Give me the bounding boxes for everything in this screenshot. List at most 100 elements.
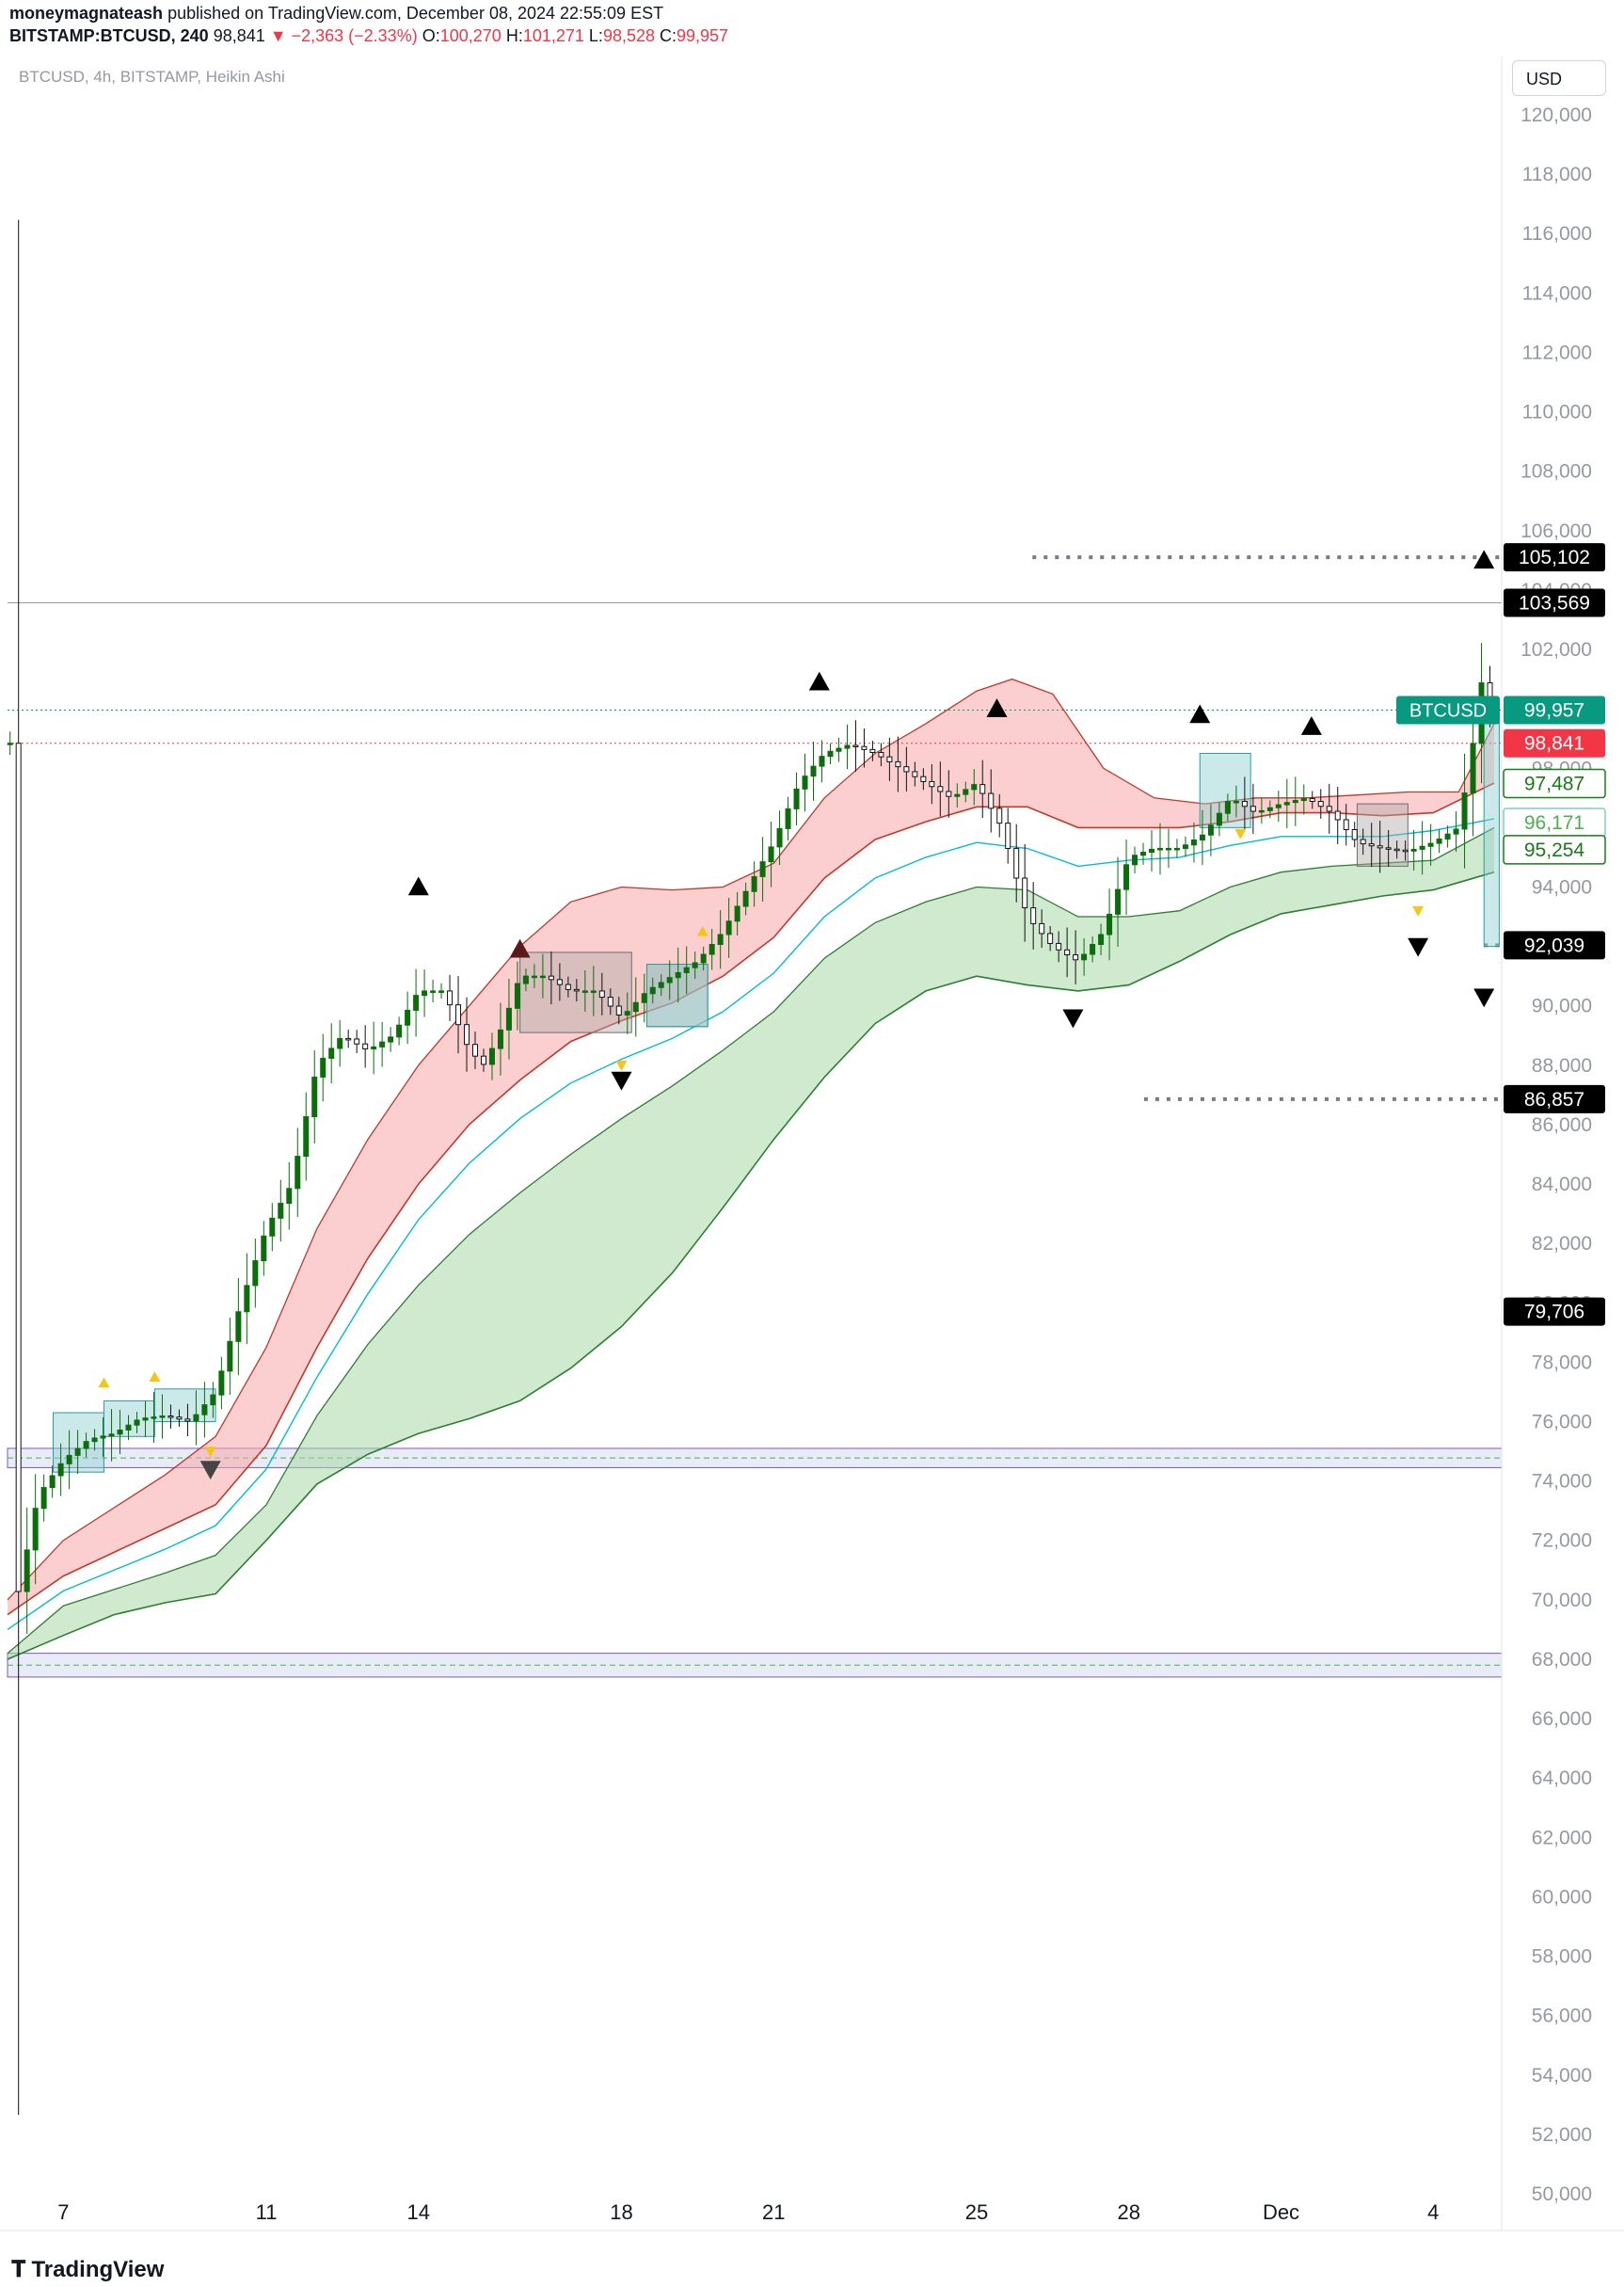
price-tick-label: 58,000: [1532, 1946, 1592, 1968]
price-label-text: 98,841: [1524, 733, 1584, 755]
candle-body: [15, 743, 22, 1592]
signal-down-triangle: [1062, 1009, 1084, 1029]
candle-body: [1427, 842, 1434, 847]
price-tick-label: 94,000: [1532, 876, 1592, 898]
candle-body: [946, 791, 952, 797]
symbol-label: BITSTAMP:BTCUSD, 240: [9, 26, 209, 45]
candle-body: [692, 962, 698, 968]
candle-body: [311, 1076, 318, 1118]
candle-body: [1005, 823, 1011, 849]
candle-body: [717, 934, 724, 945]
tradingview-logo[interactable]: 𝐓 TradingView: [11, 2257, 164, 2283]
candle-body: [996, 808, 1003, 824]
tradingview-logo-icon: 𝐓: [11, 2257, 26, 2282]
candle-body: [83, 1441, 89, 1449]
candle-body: [963, 789, 969, 795]
minor-down-triangle: [1234, 828, 1247, 840]
candle-body: [455, 1004, 462, 1026]
time-tick-label: 4: [1427, 2200, 1439, 2224]
candle-body: [1368, 843, 1375, 847]
price-tick-label: 82,000: [1532, 1233, 1592, 1255]
price-tick-label: 102,000: [1521, 639, 1592, 661]
candle-body: [1377, 845, 1383, 849]
publisher-line: moneymagnateash published on TradingView…: [9, 4, 663, 24]
time-tick-label: 21: [762, 2200, 785, 2224]
open-label: O:: [422, 26, 440, 45]
open-value: 100,270: [439, 26, 502, 45]
candle-body: [649, 986, 656, 995]
candle-body: [912, 771, 918, 777]
candle-body: [869, 748, 876, 754]
candle-body: [565, 984, 571, 990]
candle-body: [759, 861, 766, 877]
signal-up-triangle: [808, 671, 830, 691]
candle-body: [658, 982, 664, 988]
candle-body: [590, 990, 597, 993]
candle-body: [388, 1036, 394, 1043]
signal-down-triangle: [1408, 937, 1429, 957]
triangles-layer: [98, 550, 1495, 1480]
price-label-bg: [1504, 931, 1605, 960]
candle-body: [1258, 809, 1265, 813]
candle-body: [734, 905, 740, 922]
candle-body: [1351, 828, 1358, 840]
candle-body: [438, 990, 445, 993]
candle-body: [295, 1156, 301, 1190]
signal-down-triangle: [199, 1461, 221, 1480]
price-label-bg: [1504, 588, 1605, 617]
price-label-text: 99,957: [1524, 699, 1584, 721]
candle-body: [218, 1370, 225, 1396]
candle-body: [413, 995, 420, 1011]
candle-body: [1317, 800, 1324, 808]
candle-body: [405, 1009, 411, 1026]
candle-body: [886, 756, 893, 762]
axis-layer: 50,000 52,000 54,000 56,000 58,000 60,000 62,0…: [0, 56, 1624, 2231]
candle-body: [895, 760, 901, 768]
candle-body: [1182, 844, 1188, 849]
logo-text: TradingView: [31, 2257, 165, 2282]
candle-body: [210, 1394, 216, 1406]
candle-body: [1410, 848, 1417, 852]
candle-body: [1436, 838, 1442, 844]
time-tick-label: 11: [256, 2200, 278, 2224]
candle-body: [1419, 845, 1425, 850]
price-label-bg: [1504, 728, 1605, 758]
candle-body: [1470, 743, 1476, 794]
price-tick-label: 54,000: [1532, 2065, 1592, 2087]
candle-body: [1283, 802, 1290, 806]
boxes-layer: [53, 708, 1500, 1473]
zones-layer: [7, 1447, 1503, 1678]
candle-body: [40, 1487, 47, 1510]
price-tick-label: 108,000: [1521, 461, 1592, 483]
minor-down-triangle: [1412, 905, 1425, 917]
candle-body: [1309, 797, 1315, 802]
candle-body: [354, 1038, 360, 1045]
candle-body: [988, 792, 995, 809]
price-tick-label: 116,000: [1522, 223, 1592, 245]
candle-body: [768, 846, 774, 863]
candle-body: [1156, 847, 1163, 851]
candle-body: [1199, 834, 1205, 841]
price-tick-label: 66,000: [1532, 1708, 1592, 1730]
candle-body: [1292, 800, 1298, 804]
candle-body: [971, 784, 978, 791]
price-tick-label: 50,000: [1532, 2183, 1592, 2205]
candle-body: [505, 1007, 512, 1031]
candle-body: [1326, 806, 1332, 812]
candle-body: [1453, 828, 1459, 835]
candle-body: [1393, 848, 1400, 852]
publisher-name[interactable]: moneymagnateash: [9, 4, 164, 23]
candle-body: [1047, 933, 1054, 944]
candle-body: [193, 1414, 199, 1422]
currency-selector[interactable]: USD: [1512, 60, 1606, 96]
candle-body: [176, 1416, 183, 1420]
price-label-text: 97,487: [1524, 773, 1584, 794]
price-tick-label: 62,000: [1532, 1827, 1592, 1848]
candle-body: [776, 827, 783, 848]
candle-body: [700, 953, 707, 964]
change-value: ▼ −2,363 (−2.33%): [269, 26, 418, 45]
signal-up-triangle: [1473, 550, 1495, 569]
signal-down-triangle: [611, 1071, 632, 1091]
signal-up-triangle: [407, 876, 429, 896]
